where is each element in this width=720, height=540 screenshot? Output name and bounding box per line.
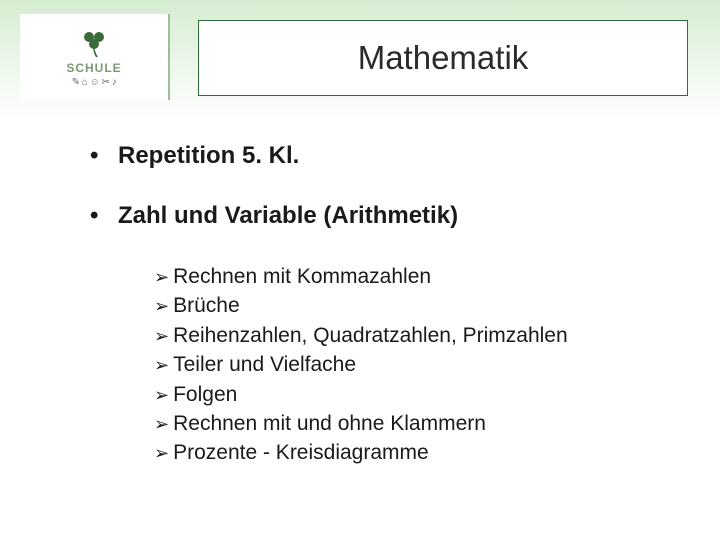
logo-text: SCHULE	[66, 61, 121, 75]
title-box: Mathematik	[198, 20, 688, 96]
sub-brueche: ➢Brüche	[154, 291, 670, 320]
sub-teiler: ➢Teiler und Vielfache	[154, 350, 670, 379]
sub-kommazahlen: ➢Rechnen mit Kommazahlen	[154, 262, 670, 291]
page-title: Mathematik	[358, 39, 529, 77]
arrow-icon: ➢	[154, 353, 169, 378]
arrow-icon: ➢	[154, 324, 169, 349]
content-area: Repetition 5. Kl. Zahl und Variable (Ari…	[90, 142, 670, 468]
logo-doodle: ✎ ⌂ ☺ ✂ ♪	[72, 77, 117, 88]
sub-label: Brüche	[173, 294, 240, 317]
arrow-icon: ➢	[154, 294, 169, 319]
sub-reihenzahlen: ➢Reihenzahlen, Quadratzahlen, Primzahlen	[154, 321, 670, 350]
sub-list: ➢Rechnen mit Kommazahlen ➢Brüche ➢Reihen…	[90, 262, 670, 468]
sub-label: Teiler und Vielfache	[173, 353, 356, 376]
arrow-icon: ➢	[154, 265, 169, 290]
shamrock-icon	[78, 27, 110, 59]
sub-label: Reihenzahlen, Quadratzahlen, Primzahlen	[173, 324, 568, 347]
sub-label: Rechnen mit und ohne Klammern	[173, 412, 486, 435]
sub-folgen: ➢Folgen	[154, 380, 670, 409]
sub-prozente: ➢Prozente - Kreisdiagramme	[154, 438, 670, 467]
arrow-icon: ➢	[154, 383, 169, 408]
arrow-icon: ➢	[154, 412, 169, 437]
sub-klammern: ➢Rechnen mit und ohne Klammern	[154, 409, 670, 438]
sub-label: Folgen	[173, 383, 237, 406]
sub-label: Prozente - Kreisdiagramme	[173, 441, 429, 464]
bullet-repetition: Repetition 5. Kl.	[90, 142, 670, 170]
bullet-zahl-variable: Zahl und Variable (Arithmetik)	[90, 202, 670, 230]
arrow-icon: ➢	[154, 441, 169, 466]
school-logo: SCHULE ✎ ⌂ ☺ ✂ ♪	[20, 14, 170, 100]
sub-label: Rechnen mit Kommazahlen	[173, 265, 431, 288]
